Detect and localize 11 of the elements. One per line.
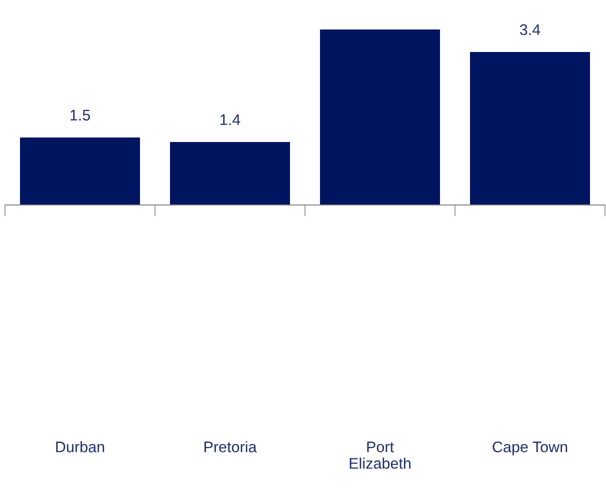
x-tick-label: Pretoria [204,441,257,452]
data-label: 3.4 [520,24,540,36]
data-label: 1.4 [220,114,240,125]
bar [470,52,590,205]
bar [20,137,140,205]
x-tick-label: Cape Town [492,442,568,456]
bar [170,142,290,205]
x-tick-label: Port Elizabeth [350,442,410,469]
bar [320,29,440,205]
data-label: 1.5 [70,110,90,121]
x-tick-label: Durban [56,441,104,452]
